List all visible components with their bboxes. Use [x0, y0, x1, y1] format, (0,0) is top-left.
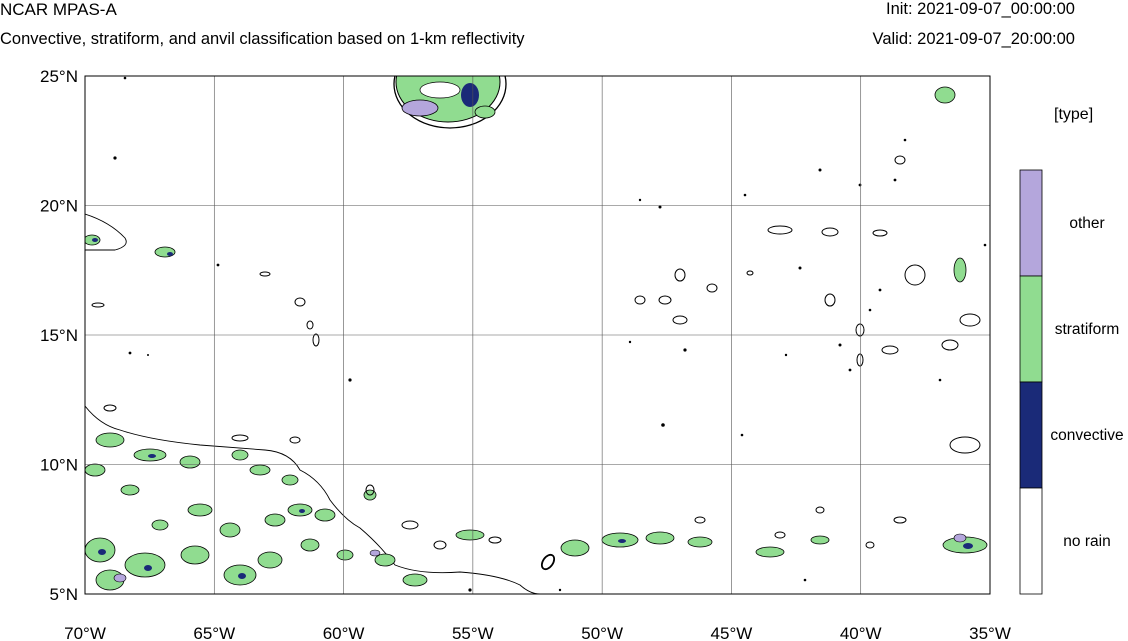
legend-item-label: stratiform — [1055, 321, 1120, 338]
lat-tick-label: 25°N — [40, 67, 78, 86]
storm-band-south — [85, 76, 988, 592]
lat-tick-label: 5°N — [49, 585, 78, 604]
plot-subtitle: Convective, stratiform, and anvil classi… — [0, 30, 525, 48]
lon-tick-label: 70°W — [64, 624, 106, 641]
legend-title: [type] — [1054, 106, 1094, 123]
valid-time: Valid: 2021-09-07_20:00:00 — [872, 30, 1075, 48]
longitude-labels: 70°W 65°W 60°W 55°W 50°W 45°W 40°W 35°W — [64, 624, 1011, 641]
lon-tick-label: 60°W — [323, 624, 365, 641]
legend-item-label: no rain — [1063, 533, 1110, 550]
map-frame — [84, 75, 991, 595]
lon-tick-label: 45°W — [711, 624, 753, 641]
lon-tick-label: 65°W — [193, 624, 235, 641]
lon-tick-label: 35°W — [969, 624, 1011, 641]
legend-swatch — [1019, 169, 1043, 277]
storm-system-north — [393, 76, 507, 129]
lat-tick-label: 10°N — [40, 456, 78, 475]
legend-item-label: convective — [1050, 427, 1123, 444]
precipitation-features — [85, 76, 988, 594]
lon-tick-label: 55°W — [452, 624, 494, 641]
legend-colorbar — [1019, 169, 1043, 595]
legend-item-label: other — [1069, 215, 1104, 232]
legend-swatch — [1019, 275, 1043, 383]
plot-title: NCAR MPAS-A — [0, 0, 117, 19]
lon-tick-label: 40°W — [840, 624, 882, 641]
lat-tick-label: 20°N — [40, 197, 78, 216]
lon-tick-label: 50°W — [581, 624, 623, 641]
legend-labels: other stratiform convective no rain — [1050, 215, 1123, 550]
legend-swatch — [1019, 487, 1043, 595]
latitude-labels: 25°N 20°N 15°N 10°N 5°N — [40, 67, 78, 604]
legend-swatch — [1019, 381, 1043, 489]
lat-tick-label: 15°N — [40, 326, 78, 345]
init-time: Init: 2021-09-07_00:00:00 — [886, 0, 1075, 18]
